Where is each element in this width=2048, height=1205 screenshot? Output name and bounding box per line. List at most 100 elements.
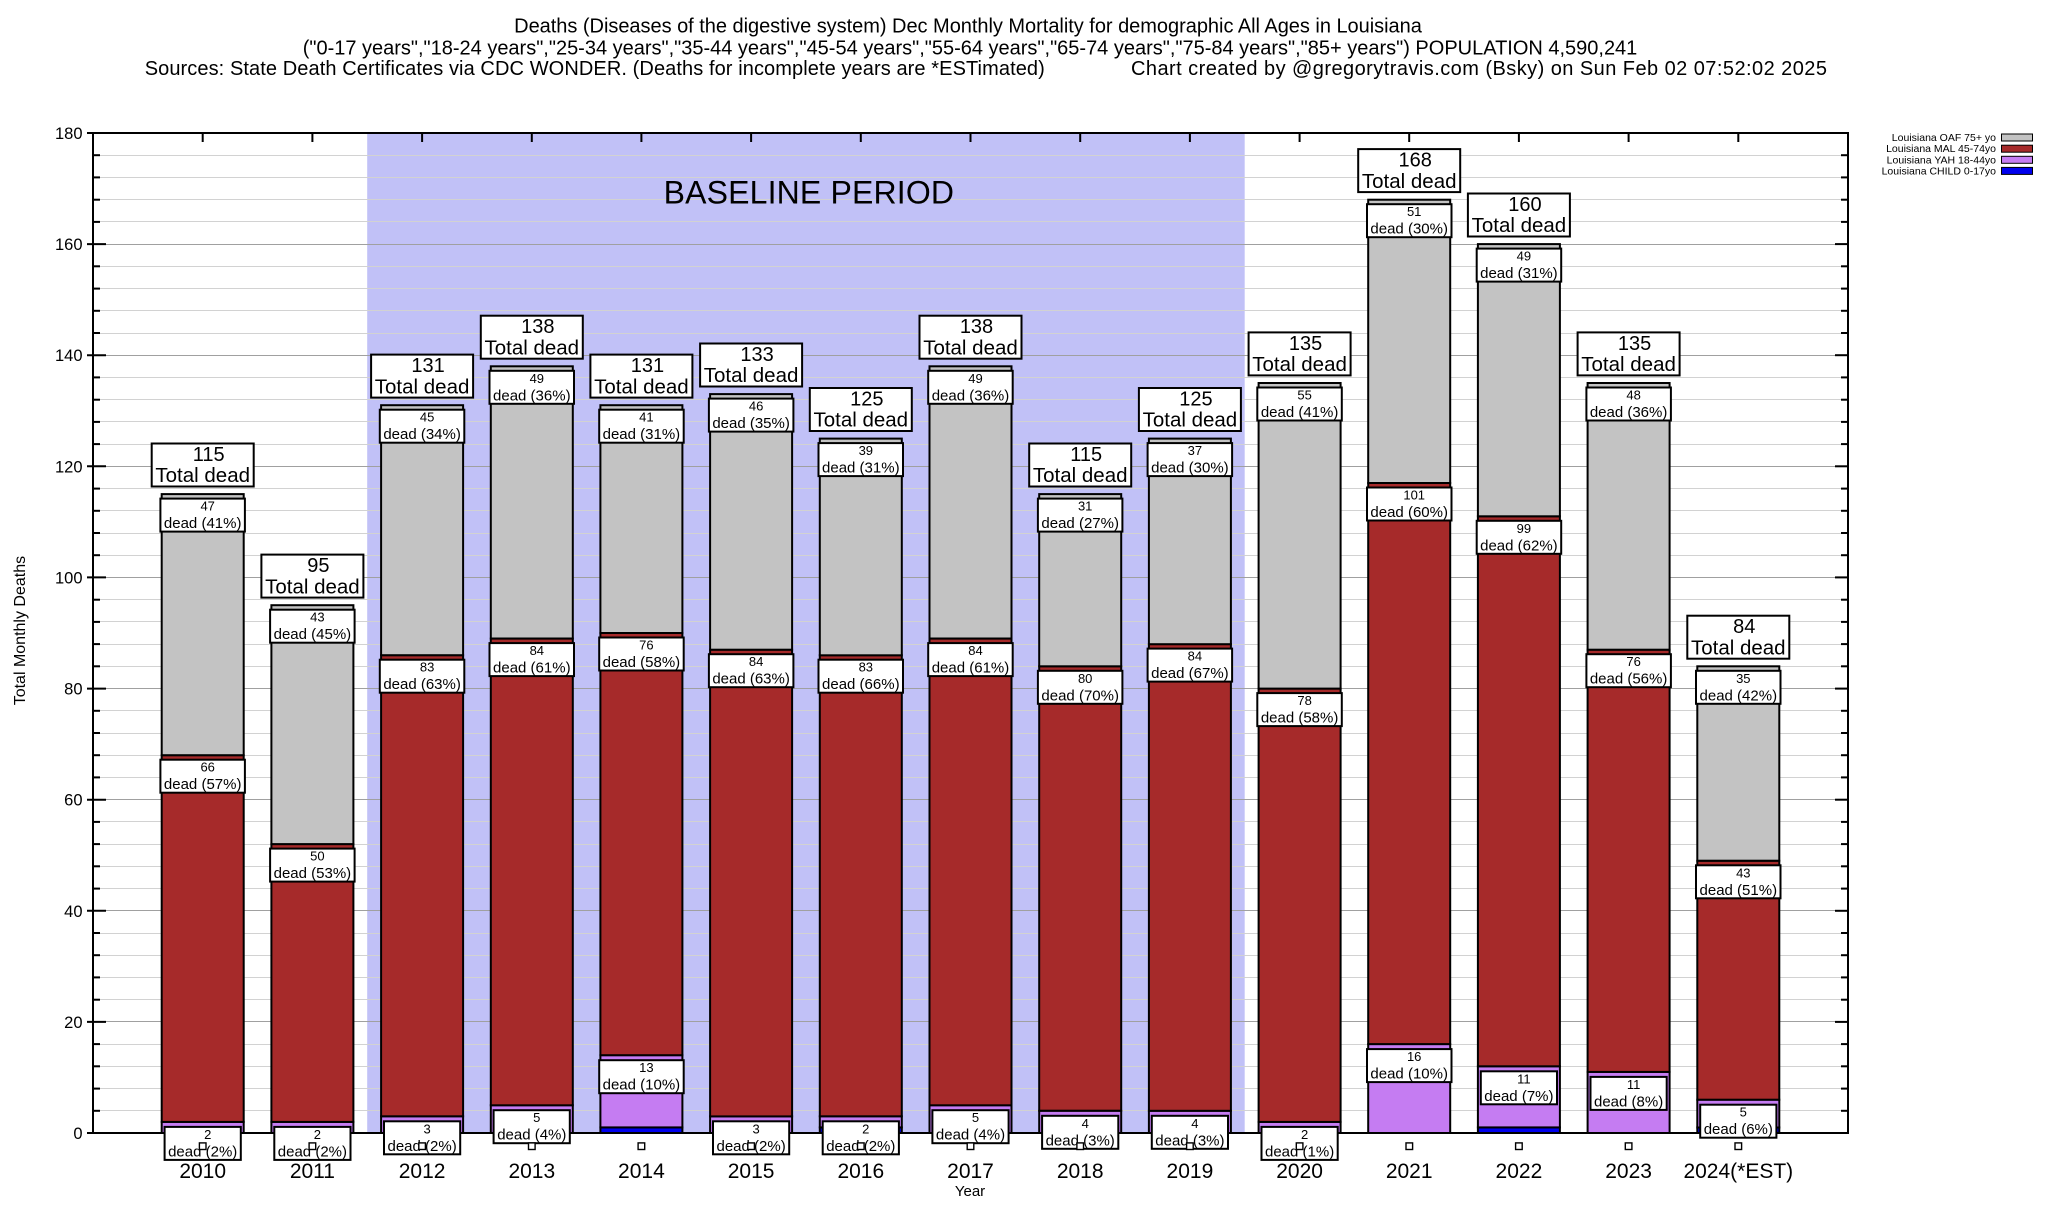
svg-text:dead (3%): dead (3%) — [1046, 1132, 1115, 1149]
svg-text:2023: 2023 — [1605, 1160, 1652, 1183]
svg-text:Sources: State Death Certifica: Sources: State Death Certificates via CD… — [145, 58, 1045, 80]
svg-text:49: 49 — [968, 371, 982, 386]
svg-text:47: 47 — [200, 499, 214, 514]
svg-text:50: 50 — [310, 849, 324, 864]
svg-text:84: 84 — [1188, 649, 1202, 664]
svg-text:2016: 2016 — [837, 1160, 884, 1183]
svg-text:115: 115 — [193, 444, 225, 466]
svg-text:dead (31%): dead (31%) — [1480, 265, 1558, 282]
svg-text:Total dead: Total dead — [1033, 464, 1128, 487]
svg-text:135: 135 — [1618, 333, 1651, 355]
svg-text:35: 35 — [1736, 671, 1750, 686]
svg-text:160: 160 — [1508, 194, 1541, 216]
svg-text:83: 83 — [859, 660, 873, 675]
svg-text:Total dead: Total dead — [594, 375, 689, 398]
svg-text:78: 78 — [1297, 693, 1311, 708]
svg-text:168: 168 — [1399, 150, 1432, 172]
svg-text:3: 3 — [752, 1121, 759, 1136]
svg-text:37: 37 — [1188, 443, 1202, 458]
svg-text:40: 40 — [64, 903, 82, 921]
svg-text:99: 99 — [1517, 521, 1531, 536]
svg-text:dead (58%): dead (58%) — [1261, 710, 1339, 727]
svg-text:dead (60%): dead (60%) — [1370, 504, 1448, 521]
svg-text:13: 13 — [639, 1060, 653, 1075]
svg-text:dead (2%): dead (2%) — [168, 1143, 237, 1160]
svg-text:dead (58%): dead (58%) — [603, 654, 681, 671]
svg-text:180: 180 — [55, 125, 83, 143]
svg-text:dead (42%): dead (42%) — [1700, 687, 1778, 704]
svg-text:Total dead: Total dead — [923, 336, 1018, 359]
svg-text:2011: 2011 — [290, 1160, 335, 1183]
svg-text:2: 2 — [204, 1127, 211, 1142]
svg-text:138: 138 — [960, 316, 993, 338]
svg-text:46: 46 — [749, 399, 763, 414]
svg-text:dead (70%): dead (70%) — [1041, 687, 1119, 704]
svg-text:dead (45%): dead (45%) — [274, 626, 352, 643]
svg-text:dead (8%): dead (8%) — [1594, 1093, 1663, 1110]
svg-text:dead (27%): dead (27%) — [1041, 515, 1119, 532]
svg-text:135: 135 — [1289, 333, 1322, 355]
svg-text:95: 95 — [307, 555, 329, 577]
svg-text:dead (61%): dead (61%) — [493, 660, 571, 677]
svg-text:dead (35%): dead (35%) — [712, 415, 790, 432]
svg-text:Total dead: Total dead — [1252, 353, 1347, 376]
svg-text:20: 20 — [64, 1014, 82, 1032]
svg-text:Total dead: Total dead — [155, 464, 250, 487]
svg-text:dead (34%): dead (34%) — [383, 426, 461, 443]
svg-text:2024(*EST): 2024(*EST) — [1683, 1160, 1793, 1183]
svg-text:80: 80 — [1078, 671, 1092, 686]
svg-text:120: 120 — [55, 458, 83, 476]
svg-text:Total dead: Total dead — [1362, 170, 1457, 193]
svg-text:16: 16 — [1407, 1049, 1421, 1064]
svg-text:dead (10%): dead (10%) — [1370, 1066, 1448, 1083]
svg-text:84: 84 — [968, 643, 982, 658]
svg-text:Total dead: Total dead — [813, 409, 908, 432]
svg-text:dead (7%): dead (7%) — [1484, 1088, 1553, 1105]
svg-text:2018: 2018 — [1057, 1160, 1104, 1183]
svg-text:2021: 2021 — [1386, 1160, 1433, 1183]
svg-text:43: 43 — [310, 610, 324, 625]
svg-text:4: 4 — [1082, 1116, 1089, 1131]
svg-text:2022: 2022 — [1496, 1160, 1543, 1183]
svg-text:11: 11 — [1517, 1071, 1531, 1086]
svg-text:5: 5 — [1740, 1105, 1747, 1120]
svg-text:2: 2 — [1301, 1127, 1308, 1142]
svg-text:83: 83 — [420, 660, 434, 675]
svg-text:45: 45 — [420, 410, 434, 425]
svg-text:Total dead: Total dead — [1581, 353, 1676, 376]
svg-text:39: 39 — [859, 443, 873, 458]
svg-text:dead (2%): dead (2%) — [278, 1143, 347, 1160]
svg-text:60: 60 — [64, 792, 82, 810]
svg-text:Louisiana YAH 18-44yo: Louisiana YAH 18-44yo — [1887, 154, 1997, 166]
svg-text:2010: 2010 — [179, 1160, 226, 1183]
svg-text:Louisiana MAL 45-74yo: Louisiana MAL 45-74yo — [1886, 143, 1996, 155]
svg-text:Louisiana CHILD 0-17yo: Louisiana CHILD 0-17yo — [1882, 165, 1997, 177]
svg-text:49: 49 — [530, 371, 544, 386]
svg-text:dead (62%): dead (62%) — [1480, 537, 1558, 554]
svg-text:49: 49 — [1517, 249, 1531, 264]
svg-text:dead (57%): dead (57%) — [164, 776, 242, 793]
svg-text:2013: 2013 — [508, 1160, 555, 1183]
svg-text:Total dead: Total dead — [1691, 636, 1786, 659]
svg-text:48: 48 — [1626, 388, 1640, 403]
svg-text:Total dead: Total dead — [704, 364, 799, 387]
svg-text:dead (3%): dead (3%) — [1155, 1132, 1224, 1149]
svg-text:84: 84 — [1733, 616, 1755, 638]
svg-text:dead (36%): dead (36%) — [932, 387, 1010, 404]
svg-text:Chart created by @gregorytravi: Chart created by @gregorytravis.com (Bsk… — [1131, 58, 1827, 80]
svg-text:dead (30%): dead (30%) — [1151, 460, 1229, 477]
svg-text:dead (56%): dead (56%) — [1590, 671, 1668, 688]
svg-text:140: 140 — [55, 347, 83, 365]
svg-text:41: 41 — [639, 410, 653, 425]
svg-text:("0-17 years","18-24 years","2: ("0-17 years","18-24 years","25-34 years… — [303, 38, 1638, 60]
svg-text:Total dead: Total dead — [1143, 409, 1238, 432]
svg-text:dead (6%): dead (6%) — [1704, 1121, 1773, 1138]
svg-text:Louisiana OAF 75+ yo: Louisiana OAF 75+ yo — [1892, 132, 1996, 144]
svg-text:3: 3 — [423, 1121, 430, 1136]
svg-text:2020: 2020 — [1276, 1160, 1323, 1183]
svg-text:2019: 2019 — [1167, 1160, 1214, 1183]
svg-text:76: 76 — [639, 638, 653, 653]
svg-text:0: 0 — [73, 1125, 82, 1143]
svg-text:4: 4 — [1191, 1116, 1198, 1131]
svg-text:dead (51%): dead (51%) — [1700, 882, 1778, 899]
